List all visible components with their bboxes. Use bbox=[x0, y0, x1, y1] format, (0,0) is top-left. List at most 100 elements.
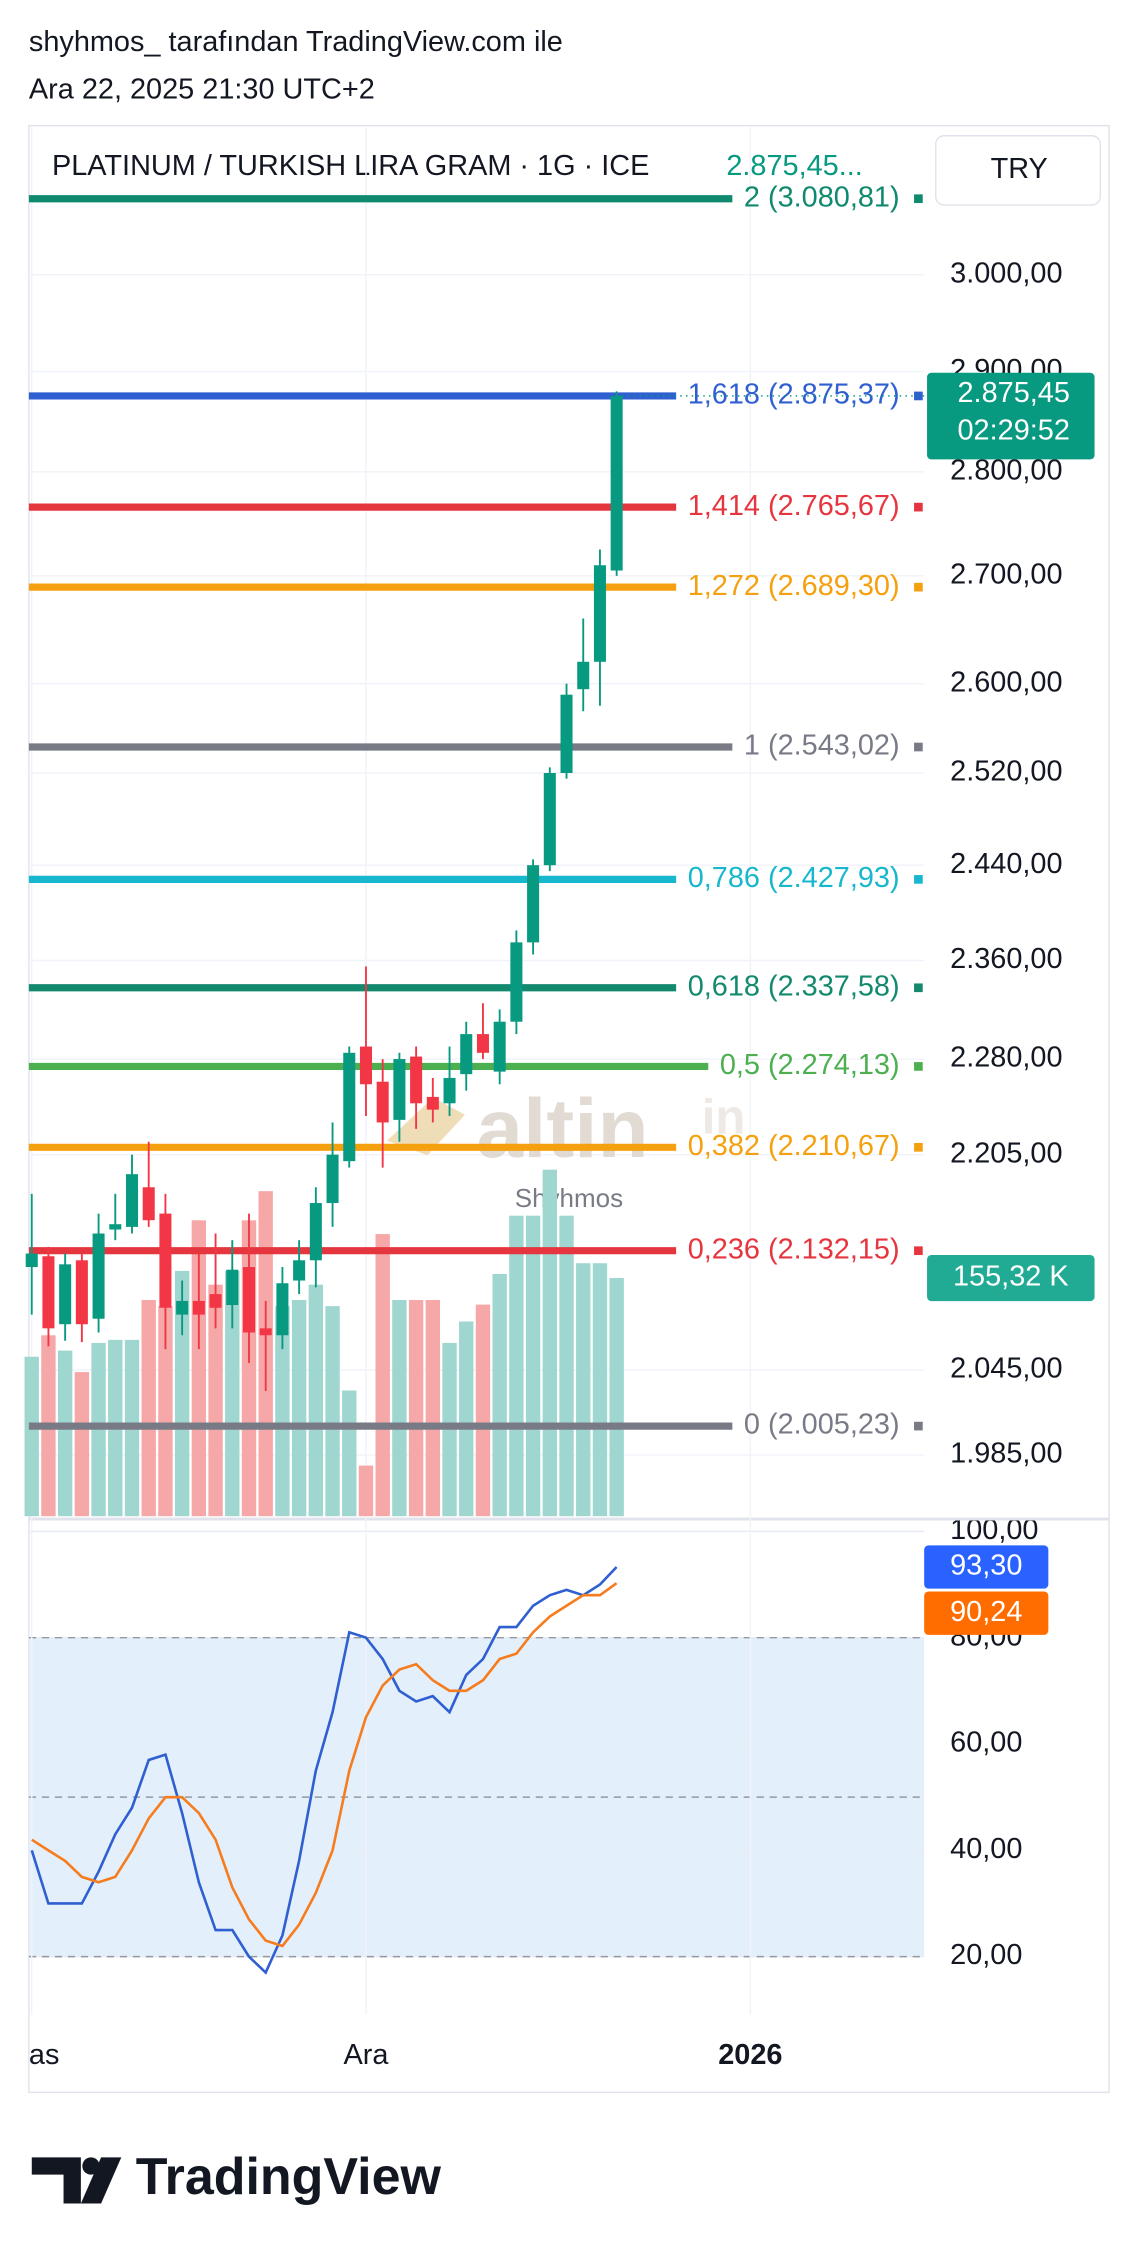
candle-body bbox=[159, 1213, 172, 1308]
volume-bar bbox=[141, 1300, 156, 1517]
volume-bar bbox=[191, 1220, 207, 1517]
logo-icon bbox=[31, 2157, 81, 2204]
fib-label: 0,236 (2.132,15) bbox=[688, 1233, 900, 1265]
fib-label: 0 (2.005,23) bbox=[744, 1409, 900, 1441]
fib-marker bbox=[914, 1246, 923, 1256]
volume-bar bbox=[525, 1215, 541, 1517]
volume-bar bbox=[492, 1273, 507, 1517]
price-badge-label: 2.875,45 bbox=[957, 377, 1069, 409]
candle-body bbox=[527, 865, 540, 943]
fib-marker bbox=[914, 875, 923, 884]
chart-layers: PLATINUM / TURKISH LIRA GRAM · 1G · ICE 2… bbox=[24, 127, 1110, 2071]
y-tick-label: 2.045,00 bbox=[950, 1353, 1062, 1385]
candle-body bbox=[226, 1269, 239, 1306]
fib-marker bbox=[914, 582, 923, 592]
header-price: 2.875,45... bbox=[726, 150, 862, 182]
currency-box[interactable] bbox=[934, 135, 1102, 206]
candle-body bbox=[276, 1283, 289, 1336]
volume-bar bbox=[74, 1372, 90, 1517]
volume-bar bbox=[342, 1390, 357, 1517]
candle-body bbox=[75, 1260, 88, 1325]
candle-body bbox=[510, 942, 523, 1022]
fib-marker bbox=[914, 742, 923, 752]
y-tick-label: 3.000,00 bbox=[950, 257, 1062, 289]
volume-bar bbox=[24, 1356, 39, 1517]
fib-label: 1 (2.543,02) bbox=[744, 730, 900, 762]
volume-badge bbox=[927, 1254, 1095, 1302]
candle-body bbox=[426, 1096, 439, 1110]
author-line: shyhmos_ tarafından TradingView.com ile bbox=[29, 26, 563, 58]
x-tick-label: 2026 bbox=[718, 2039, 782, 2071]
y-tick-label: 40,00 bbox=[950, 1833, 1022, 1865]
candle-body bbox=[59, 1264, 72, 1325]
candle-body bbox=[242, 1267, 256, 1333]
volume-bar bbox=[392, 1300, 407, 1517]
candle-body bbox=[476, 1034, 489, 1053]
candle-body bbox=[92, 1233, 105, 1319]
x-tick-label: as bbox=[29, 2039, 60, 2071]
volume-bar bbox=[592, 1263, 608, 1517]
volume-bar bbox=[475, 1304, 491, 1517]
fib-marker bbox=[914, 983, 923, 993]
watermark-suffix: in bbox=[702, 1091, 746, 1145]
volume-bar bbox=[174, 1270, 190, 1517]
candle-body bbox=[443, 1077, 456, 1104]
watermark-icon bbox=[386, 1097, 465, 1156]
fib-label: 2 (3.080,81) bbox=[744, 181, 900, 213]
volume-bar bbox=[291, 1300, 307, 1517]
y-tick-label: 60,00 bbox=[950, 1727, 1022, 1759]
candle-body bbox=[359, 1046, 372, 1085]
candle-body bbox=[593, 565, 606, 662]
candle-body bbox=[577, 661, 590, 690]
oscillator-badge bbox=[924, 1591, 1049, 1635]
oscillator-line bbox=[30, 1566, 618, 1975]
fib-label: 0,618 (2.337,58) bbox=[688, 970, 900, 1002]
fib-label: 0,786 (2.427,93) bbox=[688, 862, 900, 894]
volume-bar bbox=[158, 1306, 173, 1517]
volume-bar bbox=[609, 1278, 624, 1517]
volume-bar bbox=[225, 1270, 240, 1517]
logo-icon bbox=[82, 2157, 100, 2175]
candle-body bbox=[125, 1174, 139, 1227]
candle-body bbox=[493, 1021, 506, 1072]
y-tick-label: 2.700,00 bbox=[950, 558, 1062, 590]
volume-badge-label: 155,32 K bbox=[953, 1261, 1069, 1293]
oscillator-badge-label: 90,24 bbox=[950, 1596, 1022, 1628]
fib-label: 0,382 (2.210,67) bbox=[688, 1130, 900, 1162]
y-tick-label: 2.205,00 bbox=[950, 1137, 1062, 1169]
watermark-brand: altin bbox=[477, 1081, 649, 1175]
currency: TRY bbox=[991, 153, 1048, 185]
candle-body bbox=[460, 1034, 473, 1075]
y-tick-label: 20,00 bbox=[950, 1939, 1022, 1971]
candle-body bbox=[192, 1300, 205, 1315]
y-tick-label: 2.800,00 bbox=[950, 454, 1062, 486]
volume-bar bbox=[459, 1321, 474, 1517]
candle-body bbox=[343, 1052, 356, 1162]
candle-body bbox=[109, 1224, 122, 1230]
oscillator-badge bbox=[924, 1545, 1049, 1589]
fib-marker bbox=[914, 194, 923, 204]
candle-body bbox=[610, 395, 623, 571]
candle-body bbox=[309, 1203, 322, 1261]
volume-bar bbox=[576, 1263, 591, 1517]
x-tick-label: Ara bbox=[344, 2039, 390, 2071]
logo-text: TradingView bbox=[136, 2148, 442, 2206]
y-tick-label: 2.360,00 bbox=[950, 943, 1062, 975]
volume-bar bbox=[509, 1215, 524, 1517]
date-line: Ara 22, 2025 21:30 UTC+2 bbox=[29, 74, 375, 106]
oscillator-badge-label: 93,30 bbox=[950, 1550, 1022, 1582]
logo: TradingView bbox=[31, 2148, 442, 2206]
candle-body bbox=[209, 1294, 222, 1308]
fib-marker bbox=[914, 1142, 923, 1152]
volume-bar bbox=[408, 1300, 424, 1517]
y-tick-label: 2.600,00 bbox=[950, 666, 1062, 698]
volume-bar bbox=[57, 1350, 73, 1517]
volume-bar bbox=[325, 1306, 340, 1517]
countdown: 02:29:52 bbox=[957, 415, 1069, 447]
logo-icon bbox=[80, 2157, 122, 2204]
volume-bar bbox=[559, 1215, 574, 1517]
volume-bar bbox=[358, 1465, 374, 1517]
volume-bar bbox=[375, 1234, 390, 1517]
candle-body bbox=[543, 773, 556, 866]
